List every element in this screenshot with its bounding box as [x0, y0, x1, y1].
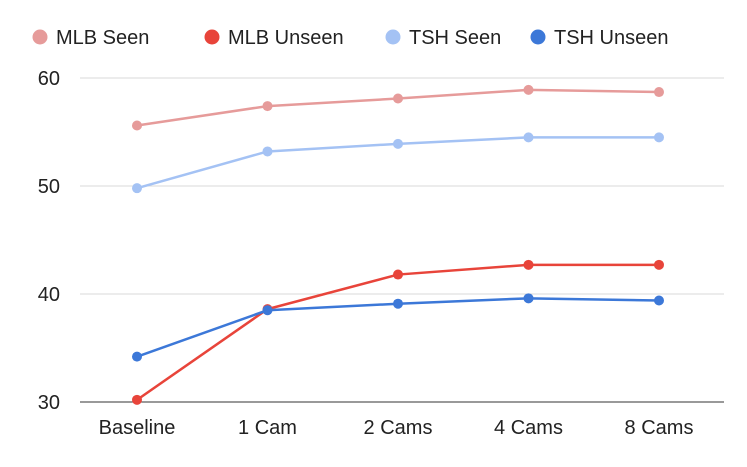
legend-swatch [385, 29, 401, 45]
y-axis-ticks: 30 40 50 60 [38, 68, 60, 414]
point-tsh-seen-4-cams [523, 132, 534, 143]
point-mlb-unseen-4-cams [523, 259, 534, 270]
legend-item-mlb-unseen: MLB Unseen [204, 27, 344, 49]
series-tsh-unseen [132, 293, 664, 362]
legend: MLB Seen MLB Unseen TSH Seen TSH Unseen [32, 27, 669, 49]
point-tsh-unseen-4-cams [523, 293, 534, 304]
series-mlb-seen [132, 84, 664, 131]
point-mlb-unseen-baseline [132, 394, 142, 405]
point-tsh-unseen-2-cams [393, 298, 403, 309]
point-mlb-seen-baseline [132, 120, 142, 131]
point-tsh-seen-1-cam [262, 146, 273, 157]
y-tick-label-60: 60 [38, 68, 60, 90]
point-mlb-unseen-8-cams [654, 259, 664, 270]
legend-swatch [530, 29, 546, 45]
point-mlb-unseen-2-cams [393, 269, 403, 280]
point-tsh-seen-8-cams [654, 132, 664, 143]
point-tsh-unseen-8-cams [654, 295, 664, 306]
point-tsh-unseen-1-cam [262, 305, 273, 316]
point-mlb-seen-4-cams [523, 84, 534, 95]
y-tick-label-30: 30 [38, 392, 60, 414]
legend-swatch [32, 29, 48, 45]
x-axis-ticks: Baseline 1 Cam 2 Cams 4 Cams 8 Cams [99, 417, 694, 439]
point-mlb-seen-2-cams [393, 93, 403, 104]
legend-label: TSH Seen [409, 27, 501, 49]
x-tick-label-4-cams: 4 Cams [494, 417, 563, 439]
y-tick-label-40: 40 [38, 284, 60, 306]
legend-item-mlb-seen: MLB Seen [32, 27, 149, 49]
y-tick-label-50: 50 [38, 176, 60, 198]
series-lines [132, 84, 664, 405]
x-tick-label-baseline: Baseline [99, 417, 176, 439]
x-tick-label-2-cams: 2 Cams [364, 417, 433, 439]
point-tsh-seen-baseline [132, 183, 142, 194]
point-mlb-seen-1-cam [262, 101, 273, 112]
gridlines [80, 77, 724, 403]
series-mlb-unseen [132, 259, 664, 405]
legend-item-tsh-seen: TSH Seen [385, 27, 501, 49]
legend-swatch [204, 29, 220, 45]
x-tick-label-8-cams: 8 Cams [625, 417, 694, 439]
legend-label: TSH Unseen [554, 27, 669, 49]
x-tick-label-1-cam: 1 Cam [238, 417, 297, 439]
legend-item-tsh-unseen: TSH Unseen [530, 27, 669, 49]
point-tsh-seen-2-cams [393, 138, 403, 149]
point-tsh-unseen-baseline [132, 351, 142, 362]
legend-label: MLB Unseen [228, 27, 344, 49]
series-tsh-seen [132, 132, 664, 194]
legend-label: MLB Seen [56, 27, 149, 49]
series-line-mlb-unseen [135, 263, 661, 402]
point-mlb-seen-8-cams [654, 87, 664, 98]
